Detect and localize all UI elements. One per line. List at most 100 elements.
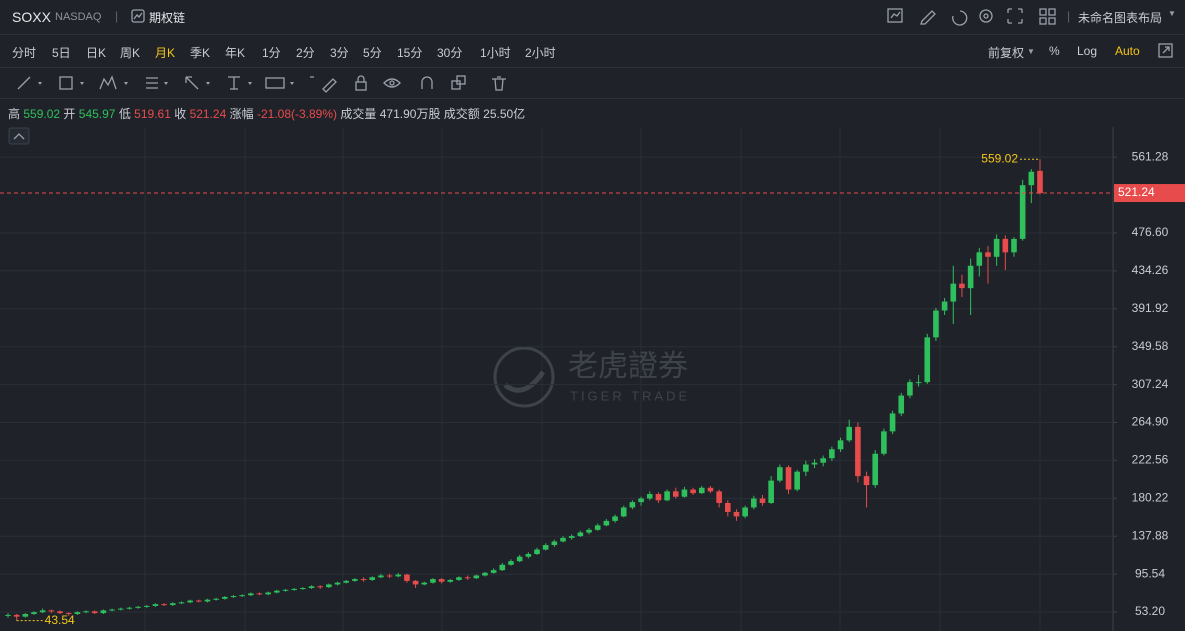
separator: |: [115, 9, 119, 23]
candle-body: [412, 580, 419, 585]
timeframe-button[interactable]: 5日: [52, 46, 71, 60]
timeframe-button[interactable]: 分时: [12, 46, 37, 60]
timeframe-button[interactable]: 1分: [262, 46, 281, 60]
exchange: NASDAQ: [55, 11, 102, 23]
timeframe-button[interactable]: 2分: [296, 46, 315, 60]
timeframe-bar: 前复权 ▼ % Log Auto 分时 5日 日K 周K 月K 季K 年K 1分 2分 3分 5分 1…: [0, 35, 1185, 68]
candle-body: [638, 498, 644, 503]
auto-toggle[interactable]: Auto: [1115, 44, 1140, 58]
candle-body: [482, 572, 488, 576]
candle-body: [950, 283, 957, 302]
candle-body: [560, 537, 566, 542]
candle-body: [681, 489, 688, 497]
top-bar: SOXX NASDAQ | 期权链 | 未命名图表布局 ▼: [0, 0, 1185, 35]
candle-body: [5, 614, 11, 616]
candle-body: [785, 467, 792, 490]
candle-body: [438, 579, 445, 582]
candle-body: [976, 252, 983, 266]
candle-body: [707, 487, 714, 492]
timeframe-button[interactable]: 周K: [120, 46, 141, 60]
candle-body: [993, 238, 1000, 257]
candle-body: [74, 612, 81, 614]
candle-body: [690, 489, 696, 494]
y-tick-label: 307.24: [1132, 377, 1169, 391]
y-tick-label: 476.60: [1132, 225, 1169, 239]
timeframe-button[interactable]: 30分: [437, 46, 463, 60]
candle-body: [308, 586, 315, 589]
candle-body: [369, 577, 376, 580]
timeframe-button[interactable]: 15分: [397, 46, 423, 60]
y-tick-label: 264.90: [1132, 415, 1169, 429]
candle-body: [248, 593, 254, 596]
candle-body: [924, 337, 931, 383]
candle-body: [933, 310, 939, 338]
candle-body: [326, 584, 332, 588]
watermark-logo-stripe: [503, 370, 546, 393]
candle-body: [222, 596, 228, 599]
options-chain[interactable]: 期权链: [149, 11, 186, 25]
candle-body: [300, 588, 306, 590]
candle-body: [889, 413, 896, 432]
timeframe-button[interactable]: 2小时: [525, 46, 556, 60]
candle-body: [464, 577, 471, 579]
candle-body: [941, 301, 948, 311]
candle-body: [490, 570, 497, 573]
candle-body: [1037, 170, 1043, 194]
candle-body: [967, 265, 974, 289]
candle-body: [863, 476, 870, 486]
candle-body: [57, 611, 63, 614]
decoration: ▼: [1168, 9, 1176, 18]
timeframe-button[interactable]: 1小时: [480, 46, 511, 60]
timeframe-button[interactable]: 5分: [363, 46, 382, 60]
low-label: 43.54: [45, 613, 75, 627]
fullscreen-icon[interactable]: [1158, 43, 1174, 59]
candle-body: [13, 614, 20, 617]
drawing-toolbar: [0, 68, 1185, 99]
candle-body: [811, 462, 818, 465]
collapse-button[interactable]: [8, 127, 30, 145]
candle-body: [820, 458, 826, 463]
candle-body: [698, 487, 705, 494]
candle-body: [1019, 185, 1026, 239]
candle-body: [83, 611, 89, 613]
y-tick-label: 137.88: [1132, 528, 1169, 542]
y-tick-label: 434.26: [1132, 263, 1169, 277]
candle-body: [646, 494, 653, 499]
candle-body: [959, 283, 965, 289]
timeframe-button[interactable]: 3分: [330, 46, 349, 60]
candle-body: [525, 554, 532, 557]
timeframe-button[interactable]: 月K: [155, 46, 176, 60]
quote-amount: 25.50亿: [483, 107, 526, 121]
percent-toggle[interactable]: %: [1049, 44, 1060, 58]
candle-body: [430, 579, 436, 583]
candle-body: [291, 588, 297, 590]
quote-high: 559.02: [23, 107, 61, 121]
timeframe-button[interactable]: 年K: [225, 46, 246, 60]
candle-body: [378, 575, 384, 578]
decoration: ▼: [1027, 47, 1035, 56]
layout-menu[interactable]: 未命名图表布局: [1078, 11, 1163, 25]
candle-body: [664, 491, 670, 501]
candle-body: [872, 453, 879, 486]
candle-body: [803, 464, 809, 472]
candle-body: [386, 575, 393, 577]
candle-body: [31, 612, 37, 614]
candle-body: [343, 580, 350, 583]
candle-body: [508, 561, 514, 565]
candle-body: [152, 604, 159, 606]
candle-body: [724, 502, 731, 512]
timeframe-button[interactable]: 日K: [86, 46, 107, 60]
candle-body: [195, 600, 202, 602]
candle-body: [178, 602, 185, 604]
candle-body: [577, 532, 584, 537]
adjust-menu[interactable]: 前复权: [988, 46, 1025, 60]
candle-body: [22, 613, 29, 617]
candle-body: [629, 502, 636, 508]
candle-body: [751, 498, 757, 508]
log-toggle[interactable]: Log: [1077, 44, 1098, 58]
quote-label: 成交额: [443, 107, 480, 121]
options-icon: [131, 9, 145, 23]
timeframe-button[interactable]: 季K: [190, 46, 211, 60]
candle-body: [794, 471, 800, 490]
